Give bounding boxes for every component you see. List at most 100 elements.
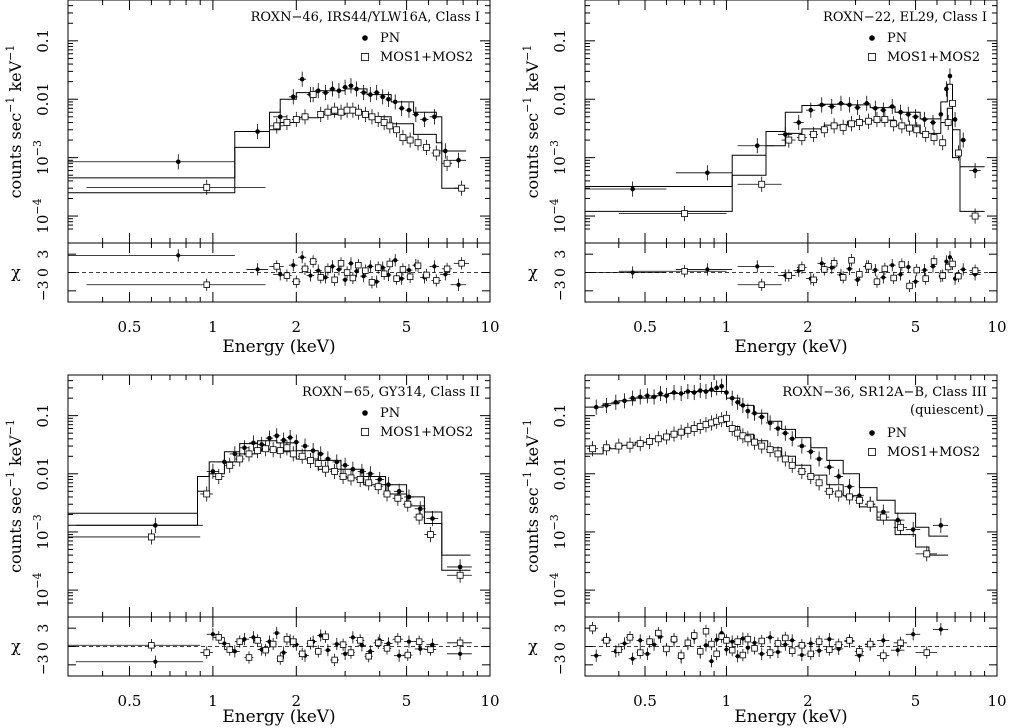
resid-point-mos [226,646,233,653]
data-point-mos [236,455,244,463]
data-point-pn [255,129,260,134]
data-point-pn [905,112,911,117]
data-point-pn [374,90,379,95]
data-point-pn [386,482,391,487]
resid-point-mos [148,642,155,649]
data-point-mos [415,513,423,521]
resid-point-mos [751,645,758,652]
resid-point-mos [758,281,765,288]
x-tick-label: 0.5 [633,318,657,336]
resid-tick-label: 3 [36,250,52,259]
resid-point-pn [930,264,936,269]
data-point-pn [277,114,283,120]
data-point-pn [368,471,373,477]
data-point-pn [972,168,978,173]
data-point-pn [330,86,335,92]
data-point-mos [314,460,322,467]
resid-point-pn [827,637,832,642]
resid-point-mos [406,273,414,280]
resid-point-pn [745,645,750,650]
data-point-pn [938,523,944,528]
data-point-pn [651,394,657,400]
resid-point-mos [826,646,833,653]
resid-point-mos [603,637,610,644]
resid-point-mos [867,640,874,648]
resid-point-mos [734,638,741,645]
resid-point-pn [397,653,402,658]
resid-point-mos [758,637,765,645]
resid-point-pn [406,639,412,644]
resid-point-pn [318,633,323,638]
resid-point-mos [293,278,300,285]
resid-point-mos [807,650,815,658]
resid-point-mos [375,264,382,271]
resid-point-pn [645,651,650,656]
data-point-mos [663,433,670,441]
legend-label: PN [380,406,400,421]
data-point-mos [825,487,833,495]
data-point-pn [267,435,272,441]
data-point-pn [922,117,927,122]
data-point-mos [820,126,828,134]
data-point-pn [703,389,709,394]
y-tick-label: 0.01 [551,83,569,116]
x-tick-label: 0.5 [633,692,657,710]
data-point-mos [906,124,913,132]
resid-point-mos [423,271,430,279]
legend-marker-mos [868,448,876,456]
resid-point-mos [873,278,881,285]
data-point-pn [422,117,427,122]
resid-point-pn [759,651,764,656]
resid-point-mos [881,265,889,273]
resid-point-mos [215,634,222,641]
resid-point-pn [829,265,834,270]
data-point-pn [354,86,359,92]
data-point-mos [751,438,758,446]
resid-point-mos [923,649,930,656]
data-point-pn [413,112,419,117]
data-point-pn [637,394,643,400]
x-tick-label: 0.5 [118,318,142,336]
resid-point-pn [783,642,788,647]
data-point-mos [848,120,855,128]
x-tick-label: 1 [208,318,218,336]
x-tick-label: 1 [722,692,732,710]
data-point-mos [215,473,223,480]
resid-point-pn [790,638,795,643]
data-point-pn [210,469,216,474]
data-point-mos [337,108,345,116]
resid-point-pn [768,635,773,640]
data-point-mos [949,99,956,107]
resid-point-pn [323,275,328,280]
data-point-pn [952,117,958,122]
resid-point-pn [630,656,635,661]
legend-marker-pn [362,35,368,41]
data-point-mos [766,446,774,454]
data-point-mos [322,465,329,473]
data-point-mos [423,143,430,151]
y-axis-label: counts sec−1 keV−1 [4,45,25,199]
resid-point-mos [798,642,806,649]
data-point-pn [847,102,852,108]
data-point-mos [368,113,376,121]
resid-point-pn [922,267,927,273]
model-line-2 [68,449,471,571]
data-point-mos [670,430,678,438]
resid-point-pn [343,651,348,656]
resid-point-mos [782,634,789,642]
data-point-pn [799,443,805,449]
data-point-mos [681,210,688,218]
x-tick-label: 10 [480,318,499,336]
resid-point-pn [153,659,158,664]
data-point-pn [752,410,757,416]
panel-title: ROXN−36, SR12A−B, Class III [782,385,987,400]
resid-point-mos [785,272,793,279]
data-point-mos [879,513,887,521]
data-point-mos [589,445,596,453]
x-tick-label: 2 [292,318,302,336]
resid-point-pn [740,636,745,641]
data-point-pn [930,120,936,125]
resid-point-mos [880,652,887,659]
resid-point-mos [301,265,309,273]
resid-point-mos [846,637,853,644]
